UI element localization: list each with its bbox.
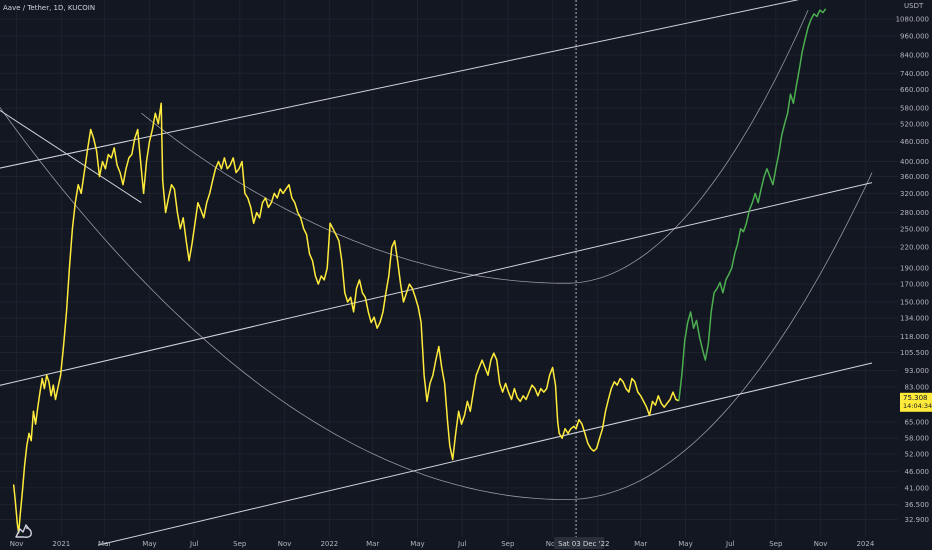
grid (0, 0, 898, 537)
price-tick-label: 105.500 (900, 349, 929, 357)
price-tick-label: 250.000 (900, 225, 929, 233)
time-tick-label: Nov (278, 540, 292, 548)
time-tick-label: Sep (233, 540, 247, 548)
crosshair-date-badge: Sat 03 Dec '22 (554, 537, 610, 549)
last-price-background (900, 392, 932, 412)
price-tick-label: 840.000 (900, 52, 929, 60)
price-line-projection (678, 8, 827, 401)
trendlines (0, 0, 873, 546)
price-tick-label: 460.000 (900, 138, 929, 146)
price-tick-label: 360.000 (900, 173, 929, 181)
curved-arc (0, 107, 873, 501)
price-tick-label: 320.000 (900, 190, 929, 198)
price-tick-label: 65.000 (905, 418, 930, 426)
last-price-countdown: 14:04:34 (903, 402, 932, 410)
time-tick-label: Sep (769, 540, 783, 548)
price-tick-label: 170.000 (900, 281, 929, 289)
price-tick-label: 93.000 (905, 367, 930, 375)
crosshair-date-background (554, 537, 605, 549)
time-tick-label: Sep (501, 540, 515, 548)
tradingview-bird-icon[interactable] (15, 524, 32, 538)
time-tick-label: Nov (814, 540, 828, 548)
crosshair-date-label: Sat 03 Dec '22 (558, 540, 609, 548)
time-tick-label: 2024 (856, 540, 874, 548)
price-tick-label: 220.000 (900, 244, 929, 252)
time-tick-label: 2021 (52, 540, 70, 548)
currency-label: USDT (904, 2, 924, 10)
trendline (0, 109, 142, 204)
chart-title: Aave / Tether, 1D, KUCOIN (3, 4, 95, 12)
price-tick-label: 118.000 (900, 333, 929, 341)
time-tick-label: Jul (725, 540, 735, 548)
price-tick-label: 36.500 (905, 501, 930, 509)
price-tick-label: 580.000 (900, 105, 929, 113)
price-tick-label: 960.000 (900, 32, 929, 40)
time-tick-label: May (142, 540, 156, 548)
last-price-value: 75.308 (903, 394, 928, 402)
time-tick-label: Jul (189, 540, 199, 548)
time-tick-label: Mar (634, 540, 647, 548)
price-line-historical (12, 102, 680, 534)
time-tick-label: Mar (366, 540, 379, 548)
time-tick-label: Mar (98, 540, 111, 548)
price-tick-label: 1080.000 (896, 16, 929, 24)
time-tick-label: May (678, 540, 692, 548)
price-tick-label: 83.000 (905, 383, 930, 391)
price-tick-label: 52.000 (905, 450, 930, 458)
time-tick-label: Nov (546, 540, 560, 548)
price-tick-label: 190.000 (900, 265, 929, 273)
time-tick-label: 2022 (320, 540, 338, 548)
trendline (0, 182, 873, 386)
price-tick-label: 520.000 (900, 120, 929, 128)
time-tick-label: Jul (457, 540, 467, 548)
price-tick-label: 740.000 (900, 70, 929, 78)
price-series (12, 8, 827, 534)
time-tick-label: May (410, 540, 424, 548)
price-tick-label: 134.000 (900, 315, 929, 323)
trendline (0, 0, 800, 169)
price-tick-label: 150.000 (900, 299, 929, 307)
last-price-badge: 75.308 14:04:34 (900, 392, 932, 412)
price-tick-label: 46.000 (905, 468, 930, 476)
trendline (97, 362, 873, 546)
price-tick-label: 280.000 (900, 209, 929, 217)
price-tick-label: 32.900 (905, 516, 930, 524)
price-tick-label: 58.000 (905, 435, 930, 443)
price-axis[interactable]: 1080.000 960.000 840.000 740.000 660.000 580.… (896, 16, 929, 524)
price-tick-label: 41.000 (905, 484, 930, 492)
time-tick-label: Nov (10, 540, 24, 548)
time-axis[interactable]: Nov 2021 Mar May Jul Sep Nov 2022 Mar May Jul Sep No… (10, 540, 875, 548)
price-tick-label: 400.000 (900, 158, 929, 166)
price-tick-label: 660.000 (900, 86, 929, 94)
